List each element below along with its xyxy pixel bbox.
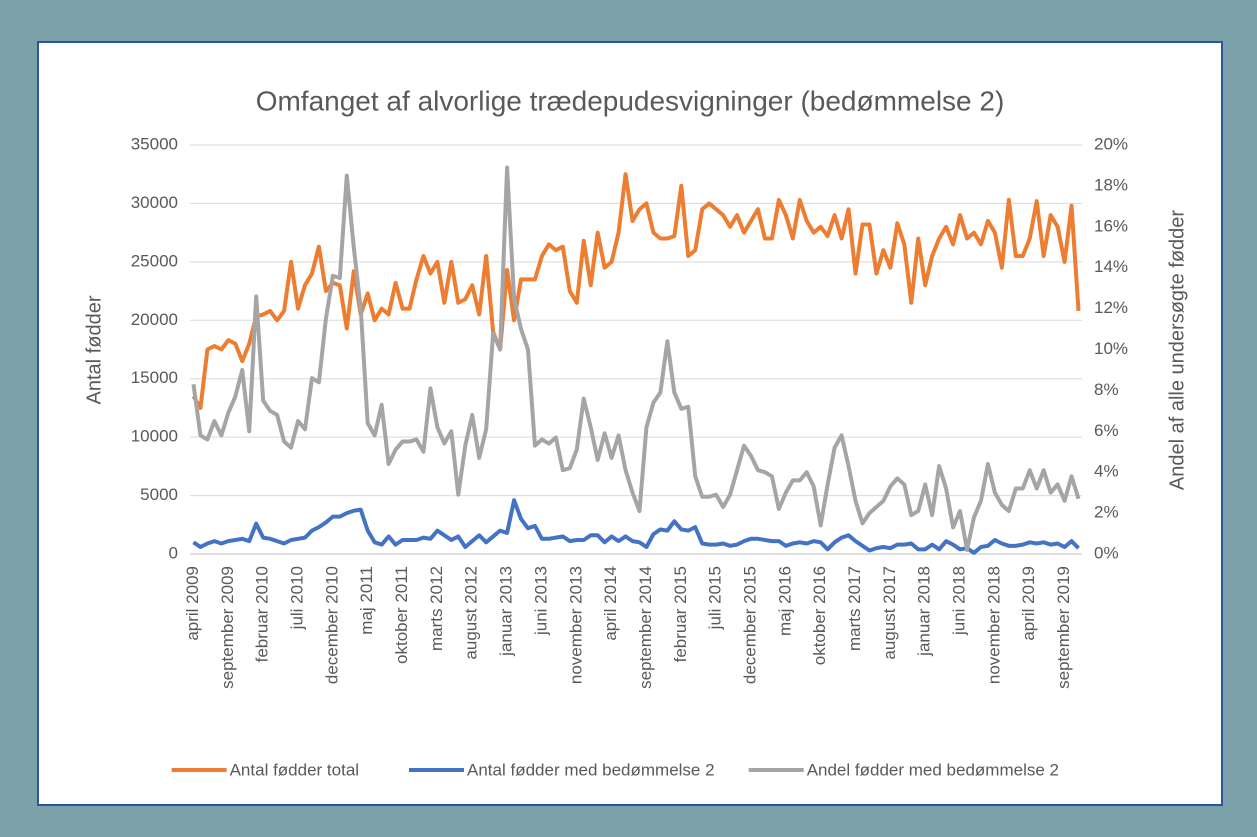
y-tick-label: 15000 (131, 368, 178, 387)
series-line (192, 498, 1080, 555)
y-tick-label: 0 (169, 543, 178, 562)
x-tick-label: maj 2016 (775, 566, 794, 636)
x-tick-label: januar 2013 (497, 566, 516, 657)
x-tick-label: februar 2010 (253, 566, 272, 662)
x-tick-label: april 2014 (601, 566, 620, 641)
chart-title: Omfanget af alvorlige trædepudesvigninge… (256, 85, 1005, 116)
y-axis-title: Antal fødder (83, 295, 105, 404)
y2-tick-label: 14% (1094, 257, 1128, 276)
x-tick-label: juli 2015 (706, 566, 725, 630)
x-tick-label: september 2009 (218, 566, 237, 689)
y-tick-label: 10000 (131, 427, 178, 446)
y-tick-label: 5000 (140, 485, 178, 504)
y2-tick-label: 2% (1094, 503, 1119, 522)
y2-tick-label: 12% (1094, 298, 1128, 317)
x-tick-label: november 2018 (984, 566, 1003, 684)
x-tick-label: september 2019 (1054, 566, 1073, 689)
y2-tick-label: 6% (1094, 421, 1119, 440)
x-tick-label: juni 2013 (531, 566, 550, 636)
y2-tick-label: 20% (1094, 134, 1128, 153)
y2-axis-title: Andel af alle undersøgte fødder (1166, 210, 1188, 491)
x-tick-label: marts 2017 (845, 566, 864, 651)
x-tick-label: juni 2018 (950, 566, 969, 636)
y-tick-label: 30000 (131, 193, 178, 212)
y2-tick-label: 18% (1094, 175, 1128, 194)
x-tick-label: august 2012 (462, 566, 481, 660)
chart-card (37, 41, 1223, 806)
y-tick-label: 20000 (131, 310, 178, 329)
x-tick-label: oktober 2011 (392, 566, 411, 664)
x-tick-label: september 2014 (636, 566, 655, 689)
x-tick-label: april 2009 (183, 566, 202, 641)
y2-tick-label: 10% (1094, 339, 1128, 358)
x-tick-label: august 2017 (880, 566, 899, 660)
y2-tick-label: 0% (1094, 543, 1119, 562)
x-tick-label: januar 2018 (915, 566, 934, 657)
series-line (191, 172, 1081, 410)
y-tick-label: 35000 (131, 134, 178, 153)
x-tick-label: december 2010 (322, 566, 341, 684)
x-tick-label: marts 2012 (427, 566, 446, 651)
series-line (191, 165, 1081, 552)
x-tick-label: december 2015 (740, 566, 759, 684)
y2-tick-label: 16% (1094, 216, 1128, 235)
x-tick-label: oktober 2016 (810, 566, 829, 665)
x-tick-label: november 2013 (566, 566, 585, 684)
y-tick-label: 25000 (131, 251, 178, 270)
y2-tick-label: 4% (1094, 462, 1119, 481)
legend-label: Antal fødder med bedømmelse 2 (467, 760, 715, 779)
legend-label: Andel fødder med bedømmelse 2 (807, 760, 1059, 779)
x-tick-label: februar 2015 (671, 566, 690, 662)
x-tick-label: maj 2011 (357, 566, 376, 635)
x-tick-label: april 2019 (1019, 566, 1038, 641)
y2-tick-label: 8% (1094, 380, 1119, 399)
legend-label: Antal fødder total (230, 760, 359, 779)
x-tick-label: juli 2010 (288, 566, 307, 630)
